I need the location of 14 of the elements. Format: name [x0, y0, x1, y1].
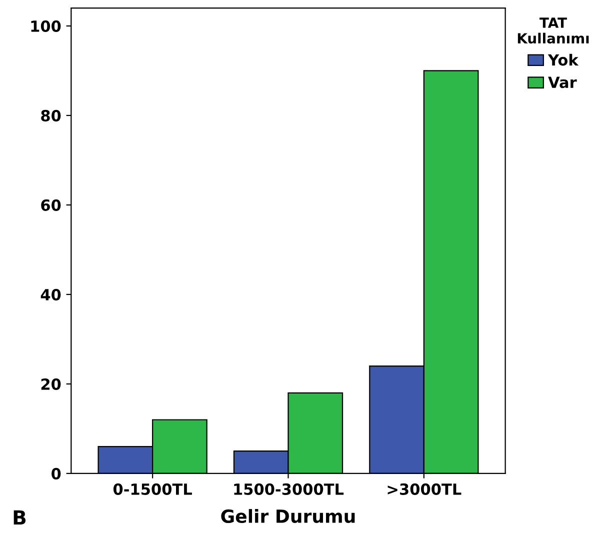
legend-label: Yok — [548, 54, 579, 66]
x-tick-label: >3000TL — [388, 483, 462, 495]
y-tick-label: 20 — [41, 378, 61, 390]
y-tick-label: 100 — [31, 20, 61, 32]
y-tick-label: 40 — [40, 288, 61, 300]
legend-title: TAT Kullanımı — [518, 18, 589, 44]
y-tick-label: 0 — [52, 468, 61, 480]
y-tick-label: 80 — [41, 110, 61, 122]
legend-label: Var — [548, 76, 577, 88]
y-tick-label: 60 — [41, 199, 61, 211]
x-axis-title: Gelir Durumu — [221, 509, 355, 524]
text: B — [14, 510, 26, 525]
x-tick-label: 0-1500TL — [113, 483, 192, 495]
x-tick-label: 1500-3000TL — [234, 483, 344, 495]
